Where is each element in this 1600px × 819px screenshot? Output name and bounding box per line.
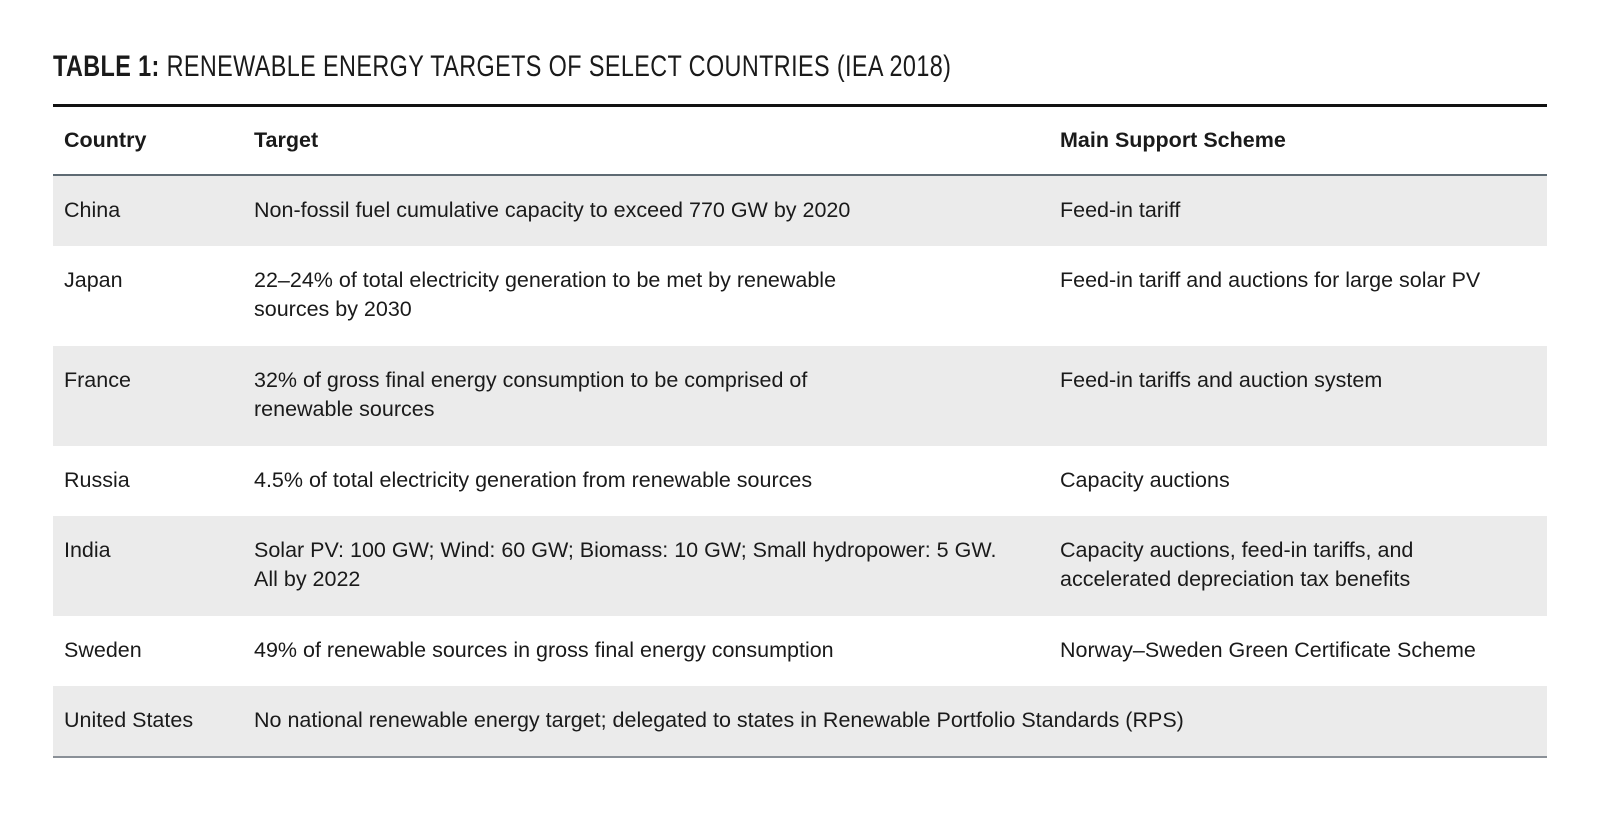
country-cell: United States (53, 686, 243, 758)
target-cell: 32% of gross final energy consumption to… (243, 346, 1049, 446)
table-caption: TABLE 1: RENEWABLE ENERGY TARGETS OF SEL… (53, 50, 951, 84)
caption-lead: TABLE 1: (53, 50, 160, 83)
country-cell: France (53, 346, 243, 446)
header-country: Country (53, 107, 243, 176)
country-cell: India (53, 516, 243, 616)
scheme-cell: Capacity auctions (1060, 468, 1230, 492)
renewable-targets-table: Country Target Main Support Scheme China… (53, 107, 1547, 758)
target-cell: 4.5% of total electricity generation fro… (254, 468, 813, 492)
scheme-cell: Feed-in tariffs and auction system (1049, 346, 1547, 446)
top-rule (53, 104, 1547, 107)
header-target: Target (243, 107, 1049, 176)
target-cell: 22–24% of total electricity generation t… (254, 268, 837, 321)
scheme-cell: Norway–Sweden Green Certificate Scheme (1060, 638, 1476, 662)
target-cell: Non-fossil fuel cumulative capacity to e… (243, 175, 1049, 246)
country-cell: Russia (64, 468, 130, 492)
table-row: United States No national renewable ener… (53, 686, 1547, 758)
scheme-cell: Feed-in tariff and auctions for large so… (1060, 268, 1481, 292)
caption-title: RENEWABLE ENERGY TARGETS OF SELECT COUNT… (159, 50, 952, 83)
table-row: China Non-fossil fuel cumulative capacit… (53, 175, 1547, 246)
table-row: France 32% of gross final energy consump… (53, 346, 1547, 446)
country-cell: Sweden (64, 638, 142, 662)
header-scheme: Main Support Scheme (1049, 107, 1547, 176)
table-row: Japan 22–24% of total electricity genera… (53, 246, 1547, 346)
scheme-cell: Capacity auctions, feed-in tariffs, and … (1049, 516, 1547, 616)
header-row: Country Target Main Support Scheme (53, 107, 1547, 176)
table-row: Russia 4.5% of total electricity generat… (53, 446, 1547, 516)
target-cell: No national renewable energy target; del… (243, 686, 1547, 758)
scheme-cell: Feed-in tariff (1049, 175, 1547, 246)
country-cell: Japan (64, 268, 123, 292)
table-row: Sweden 49% of renewable sources in gross… (53, 616, 1547, 686)
table-row: India Solar PV: 100 GW; Wind: 60 GW; Bio… (53, 516, 1547, 616)
target-cell: Solar PV: 100 GW; Wind: 60 GW; Biomass: … (243, 516, 1049, 616)
target-cell: 49% of renewable sources in gross final … (254, 638, 834, 662)
country-cell: China (53, 175, 243, 246)
